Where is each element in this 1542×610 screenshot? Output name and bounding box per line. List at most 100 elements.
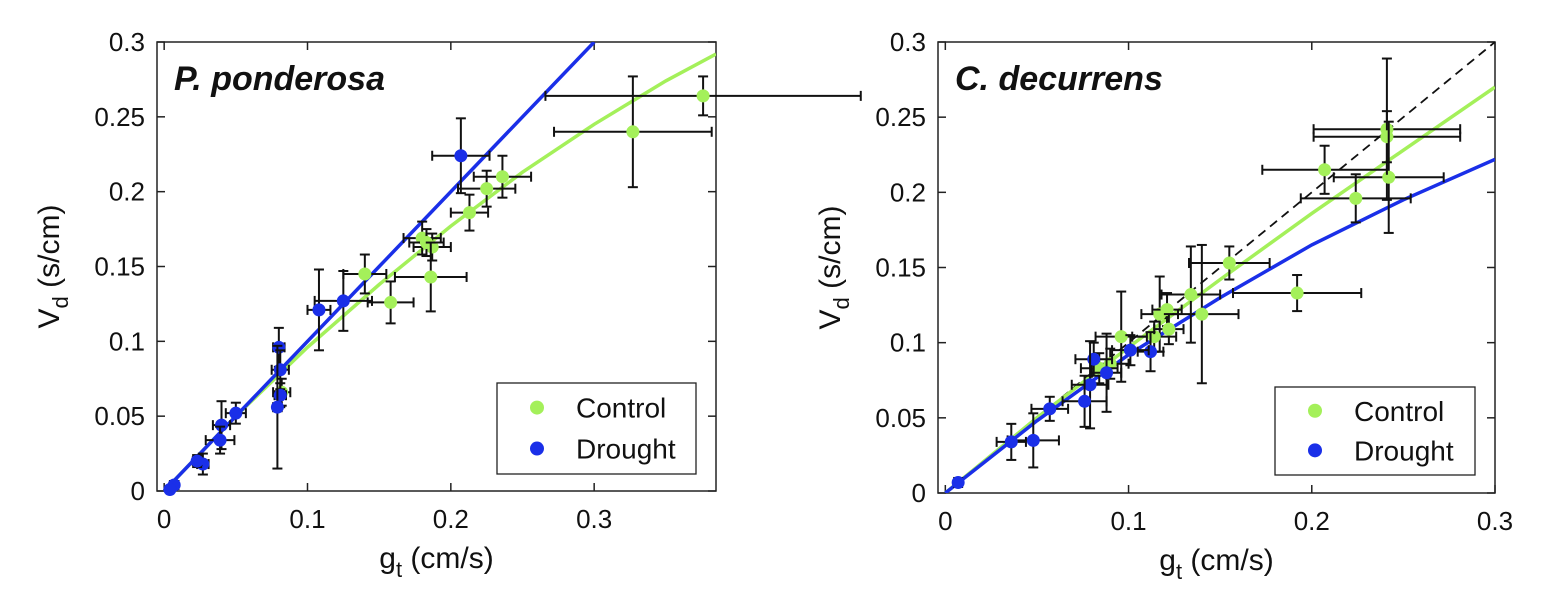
legend-marker-control [530,400,544,415]
data-point-control [1162,322,1176,336]
y-axis-label: Vd (s/cm) [814,206,854,330]
x-axis-label-main: g [379,542,396,575]
data-point-control [462,206,476,220]
x-axis-label: gt (cm/s) [1159,544,1273,584]
x-axis-label-sub: t [1176,559,1182,584]
y-tick-label: 0.25 [875,102,926,132]
data-point-control [1184,288,1198,302]
data-point-drought [1078,394,1092,408]
legend: Control Drought [1274,386,1476,476]
data-point-drought [163,483,177,497]
y-axis-label: Vd (s/cm) [33,205,73,329]
y-tick-label: 0.15 [94,252,145,282]
series-control [1079,57,1462,385]
data-point-drought [273,363,287,377]
x-tick-label: 0.2 [1294,506,1330,536]
y-tick-label: 0.05 [875,403,926,433]
data-point-drought [229,406,243,420]
panel-decurrens: 0 0.1 0.2 0.3 0 0.05 0.1 0.15 0.2 0.25 0.3 gt (cm/s… [814,27,1513,584]
legend-label-control: Control [576,393,666,424]
one-to-one-line [944,42,1495,493]
data-point-drought [273,388,287,402]
legend-marker-control [1308,403,1322,418]
x-tick-label: 0 [938,506,952,536]
x-tick-label: 0.3 [1477,506,1513,536]
x-axis-label-unit: (cm/s) [402,542,494,575]
legend: Control Drought [496,382,697,475]
data-point-drought [1083,378,1097,392]
data-point-control [424,270,438,284]
y-axis-label-main: V [814,309,847,329]
series-control [272,75,862,407]
data-point-drought [454,149,468,163]
y-axis-label-main: V [33,308,66,328]
panel-title: P. ponderosa [174,60,385,98]
y-tick-label: 0.05 [94,401,145,431]
data-point-drought [1004,435,1018,449]
data-point-drought [951,475,965,489]
x-axis-label-sub: t [396,557,402,582]
y-tick-label: 0.3 [890,27,926,57]
data-point-control [1114,330,1128,344]
data-point-control [1290,286,1304,300]
x-tick-label: 0 [157,504,171,534]
legend-box [1274,386,1476,476]
y-axis-label-sub: d [48,296,73,308]
panel-title: C. decurrens [955,60,1163,98]
data-point-drought [1100,366,1114,380]
data-point-drought [270,400,284,414]
panel-ponderosa: 0 0.1 0.2 0.3 0 0.05 0.1 0.15 0.2 0.25 0.3 gt (cm/s… [33,27,862,582]
x-axis-label: gt (cm/s) [379,542,493,582]
data-point-drought [1123,343,1137,357]
data-point-drought [1026,433,1040,447]
data-point-drought [1144,345,1158,359]
x-tick-label: 0.1 [289,504,325,534]
x-axis-label-unit: (cm/s) [1182,544,1274,577]
data-point-drought [213,433,227,447]
y-tick-label: 0 [912,478,926,508]
series-drought [951,331,1165,489]
y-tick-label: 0.1 [890,328,926,358]
x-tick-label: 0.2 [433,504,469,534]
legend-marker-drought [1308,443,1322,458]
data-point-control [1382,170,1396,184]
legend-label-drought: Drought [1354,435,1454,466]
data-point-control [1222,256,1236,270]
y-axis-label-unit: (s/cm) [814,206,847,298]
data-point-drought [336,294,350,308]
data-point-drought [190,454,204,468]
data-point-control [1195,307,1209,321]
data-point-control [626,125,640,139]
y-axis-label-unit: (s/cm) [33,205,66,297]
data-point-control [358,267,372,281]
y-tick-label: 0.15 [875,253,926,283]
y-tick-label: 0.1 [109,326,145,356]
data-point-control [1380,130,1394,144]
data-point-drought [272,340,286,354]
y-tick-label: 0.2 [109,177,145,207]
legend-marker-drought [530,441,544,456]
data-point-control [1349,191,1363,205]
data-point-control [1318,163,1332,177]
series-drought [163,117,491,497]
data-point-drought [1043,402,1057,416]
y-tick-label: 0 [131,476,145,506]
data-point-control [480,182,494,196]
x-tick-label: 0.1 [1110,506,1146,536]
legend-label-drought: Drought [576,434,676,465]
y-tick-label: 0.3 [109,27,145,57]
data-point-control [384,295,398,309]
y-axis-label-sub: d [829,297,854,309]
legend-box [496,382,697,475]
data-point-drought [312,303,326,317]
fit-line-control [944,85,1495,493]
x-axis-label-main: g [1159,544,1176,577]
data-point-control [495,170,509,184]
data-point-drought [215,418,228,432]
y-tick-label: 0.2 [890,177,926,207]
x-tick-label: 0.3 [576,504,612,534]
data-point-control [1160,303,1174,317]
data-point-control [696,89,710,103]
y-tick-label: 0.25 [94,102,145,132]
